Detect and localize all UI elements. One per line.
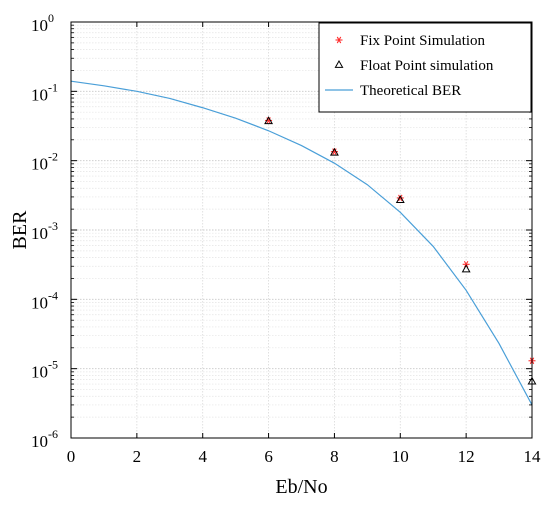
x-tick-label: 4	[198, 447, 207, 466]
y-tick-label: 10-6	[31, 427, 58, 451]
asterisk-stroke	[336, 36, 342, 44]
legend-box	[318, 22, 532, 113]
float-point-marker	[395, 195, 405, 203]
legend-asterisk-swatch	[335, 36, 343, 44]
x-tick-label: 8	[330, 447, 339, 466]
legend: Fix Point Simulation Float Point simulati…	[318, 22, 532, 113]
theoretical-ber-line	[70, 80, 533, 406]
float-point-marker	[461, 264, 471, 273]
asterisk-stroke	[398, 194, 403, 202]
x-tick-label: 0	[67, 447, 76, 466]
axis-ticks: 0 2 4 6 8 10 12 14 10-6 10-5 10-4 10-3 10-2 10-1 100	[31, 11, 541, 466]
asterisk-stroke	[332, 148, 337, 155]
y-tick-label: 100	[31, 11, 54, 35]
float-point-marker	[329, 147, 339, 156]
series-lines	[70, 80, 533, 406]
y-tick-label: 10-4	[31, 288, 58, 312]
x-tick-label: 6	[264, 447, 273, 466]
legend-label: Fix Point Simulation	[360, 33, 486, 49]
fix-point-marker	[462, 260, 470, 268]
asterisk-stroke	[463, 260, 469, 268]
legend-label: Theoretical BER	[360, 83, 461, 99]
y-axis-title: BER	[9, 210, 31, 250]
series-markers	[264, 116, 537, 385]
x-tick-label: 2	[133, 447, 142, 466]
fix-point-marker	[330, 148, 338, 155]
x-tick-label: 10	[392, 447, 409, 466]
y-tick-label: 10-3	[31, 219, 58, 243]
y-tick-label: 10-1	[31, 80, 58, 104]
x-axis-title: Eb/No	[275, 476, 327, 498]
legend-label: Float Point simulation	[360, 58, 494, 74]
x-tick-label: 12	[458, 447, 475, 466]
float-point-marker	[264, 116, 274, 125]
y-tick-label: 10-2	[31, 150, 58, 174]
legend-triangle-swatch	[334, 59, 344, 68]
x-tick-label: 14	[524, 447, 542, 466]
fix-point-marker	[396, 194, 404, 202]
y-tick-label: 10-5	[31, 358, 58, 382]
